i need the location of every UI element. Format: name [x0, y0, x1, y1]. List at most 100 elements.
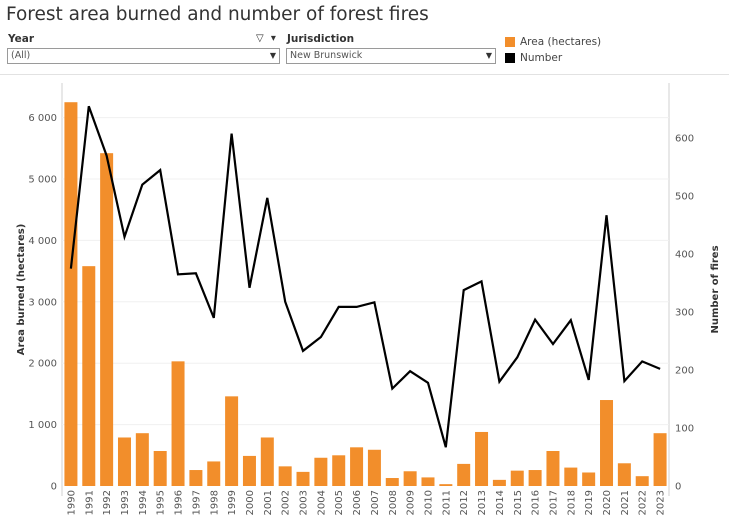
year-select-value: (All) [11, 50, 31, 61]
bar [385, 478, 399, 486]
y-tick-label-left: 2 000 [28, 359, 57, 370]
y-tick-label-left: 3 000 [28, 297, 57, 308]
bar [171, 361, 185, 486]
y-tick-label-right: 100 [675, 424, 694, 435]
y-tick-label-left: 4 000 [28, 236, 57, 247]
bar [475, 431, 489, 486]
x-tick-label: 1994 [138, 490, 149, 515]
y-tick-label-right: 600 [675, 134, 694, 145]
bar [600, 400, 614, 486]
page-title: Forest area burned and number of forest … [6, 4, 429, 25]
x-tick-label: 1995 [156, 490, 167, 515]
bar [510, 470, 524, 486]
bar [189, 470, 203, 486]
jurisdiction-select[interactable]: New Brunswick ▼ [286, 48, 496, 64]
bar [564, 467, 578, 486]
bar [617, 463, 631, 486]
year-filter-label: Year [8, 33, 35, 45]
y-axis-right-title: Number of fires [710, 245, 721, 333]
x-tick-label: 2018 [566, 490, 577, 515]
legend-swatch-number [505, 53, 515, 63]
y-tick-label-left: 5 000 [28, 174, 57, 185]
year-select[interactable]: (All) ▼ [7, 48, 280, 64]
x-tick-label: 2007 [370, 490, 381, 515]
legend-item-area[interactable]: Area (hectares) [505, 34, 601, 50]
bar [457, 463, 471, 486]
legend-item-number[interactable]: Number [505, 50, 601, 66]
x-tick-label: 2005 [334, 490, 345, 515]
legend-swatch-area [505, 37, 515, 47]
bar [278, 466, 292, 486]
jurisdiction-select-value: New Brunswick [290, 50, 363, 61]
x-tick-label: 1993 [120, 490, 131, 515]
bar [582, 472, 596, 486]
bar [403, 471, 417, 486]
x-tick-label: 2021 [620, 490, 631, 515]
filter-menu-icon[interactable]: ▾ [270, 33, 276, 44]
x-tick-label: 2017 [548, 490, 559, 515]
bar [367, 449, 381, 486]
y-tick-label-right: 200 [675, 366, 694, 377]
x-tick-label: 2023 [656, 490, 667, 515]
bar [64, 102, 78, 486]
bar [528, 470, 542, 486]
bar [135, 433, 149, 486]
chevron-down-icon[interactable]: ▼ [485, 51, 492, 60]
x-tick-label: 2013 [477, 490, 488, 515]
x-tick-label: 2001 [263, 490, 274, 515]
x-tick-label: 1990 [66, 490, 77, 515]
legend-label-number: Number [520, 52, 563, 64]
y-tick-label-right: 300 [675, 308, 694, 319]
x-tick-label: 2008 [388, 490, 399, 515]
chevron-down-icon[interactable]: ▼ [269, 51, 276, 60]
x-tick-label: 2000 [245, 490, 256, 515]
bar [117, 437, 131, 486]
x-tick-label: 2012 [459, 490, 470, 515]
bar [153, 450, 167, 486]
bar [546, 450, 560, 486]
x-tick-label: 2019 [584, 490, 595, 515]
bar [635, 476, 649, 486]
y-tick-label-right: 0 [675, 482, 681, 493]
y-tick-label-left: 0 [51, 482, 57, 493]
bar [439, 484, 453, 486]
x-tick-label: 1996 [174, 490, 185, 515]
bar [332, 455, 346, 486]
x-tick-label: 2022 [638, 490, 649, 515]
x-tick-label: 1997 [191, 490, 202, 515]
filter-icons[interactable]: ▽ ▾ [256, 33, 276, 44]
x-tick-label: 1999 [227, 490, 238, 515]
bar [207, 461, 221, 486]
x-tick-label: 2003 [299, 490, 310, 515]
y-tick-label-left: 6 000 [28, 113, 57, 124]
y-tick-label-right: 500 [675, 192, 694, 203]
bar [314, 457, 328, 486]
x-tick-label: 2016 [531, 490, 542, 515]
x-tick-label: 2014 [495, 490, 506, 515]
x-tick-label: 2020 [602, 490, 613, 515]
x-tick-label: 2011 [441, 490, 452, 515]
bar [350, 447, 364, 486]
bar [82, 266, 96, 486]
x-tick-label: 1992 [102, 490, 113, 515]
legend-label-area: Area (hectares) [520, 36, 602, 48]
x-tick-label: 2015 [513, 490, 524, 515]
number-line [69, 105, 661, 448]
x-tick-label: 2010 [423, 490, 434, 515]
jurisdiction-filter-label: Jurisdiction [287, 33, 355, 45]
combo-chart: 0 1 000 2 000 3 000 4 000 5 000 6 000 0 100 200 30… [16, 83, 721, 515]
bar [100, 153, 114, 486]
x-tick-label: 2004 [316, 490, 327, 515]
bar [653, 433, 667, 486]
x-tick-label: 2009 [406, 490, 417, 515]
x-tick-label: 2006 [352, 490, 363, 515]
bar [225, 396, 239, 486]
funnel-icon[interactable]: ▽ [256, 33, 264, 44]
y-tick-label-left: 1 000 [28, 420, 57, 431]
x-tick-label: 1991 [84, 490, 95, 515]
y-axis-left-title: Area burned (hectares) [16, 224, 27, 356]
header-divider [0, 74, 729, 75]
x-tick-label: 1998 [209, 490, 220, 515]
x-tick-label: 2002 [281, 490, 292, 515]
bar [492, 479, 506, 486]
